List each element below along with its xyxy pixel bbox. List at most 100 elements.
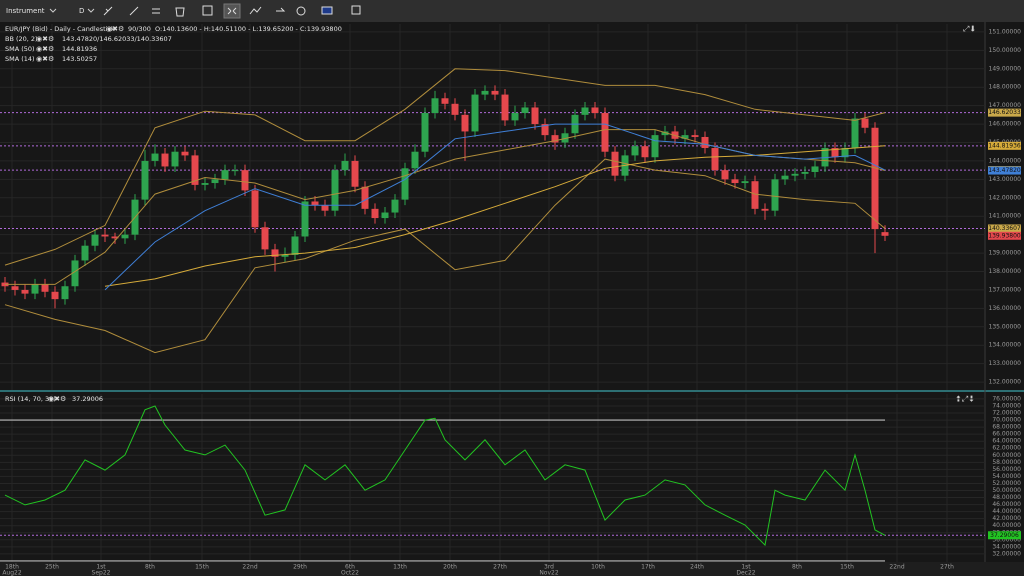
x-tick-label: 22nd	[242, 564, 257, 571]
candle-body	[501, 94, 509, 121]
candle-body	[171, 151, 179, 167]
y-tick-label: 151.00000	[989, 28, 1022, 35]
candle-body	[21, 289, 29, 294]
y-tick-label: 134.00000	[989, 342, 1022, 349]
candle-body	[831, 148, 839, 158]
candle-body	[881, 232, 889, 236]
candle-body	[601, 113, 609, 152]
candle-body	[41, 284, 49, 292]
candle-body	[371, 208, 379, 219]
guides	[0, 112, 985, 229]
x-tick-sublabel: Dec22	[736, 570, 755, 576]
candle-body	[761, 208, 769, 211]
x-tick-label: 27th	[940, 564, 954, 571]
y-tick-label: 135.00000	[989, 323, 1022, 330]
y-tick-label: 76.00000	[992, 395, 1021, 402]
y-tick-label: 56.00000	[992, 466, 1021, 473]
candle-body	[11, 286, 19, 290]
y-tick-label: 40.00000	[992, 522, 1021, 529]
indicator-line	[104, 123, 886, 291]
legend-icons: ◉✖⚙	[106, 25, 124, 33]
date-axis	[0, 562, 1024, 576]
candle-body	[321, 205, 329, 211]
candle-body	[711, 148, 719, 171]
candle-body	[381, 212, 389, 219]
x-tick-label: 13th	[393, 564, 407, 571]
candle-body	[871, 127, 879, 230]
price-tag	[988, 108, 1021, 117]
indicator-line	[4, 68, 886, 266]
candle-body	[121, 234, 129, 239]
x-tick-label: 1st	[741, 564, 751, 571]
bar-count: 90/300	[128, 25, 151, 33]
candle-body	[681, 135, 689, 139]
candle-body	[271, 249, 279, 257]
y-tick-label: 68.00000	[992, 424, 1021, 431]
x-tick-label: 3rd	[544, 564, 554, 571]
price-tag-label: 139.93800	[988, 232, 1021, 239]
x-tick-label: 15th	[195, 564, 209, 571]
candle-body	[861, 118, 869, 128]
candle-body	[481, 90, 489, 95]
candle-body	[211, 179, 219, 184]
y-tick-label: 46.00000	[992, 501, 1021, 508]
y-tick-label: 141.00000	[989, 213, 1022, 220]
legend-name: SMA (50)	[5, 45, 35, 53]
candle-body	[331, 170, 339, 211]
y-tick-label: 48.00000	[992, 494, 1021, 501]
instrument-button[interactable]: Instrument	[6, 7, 45, 15]
candle-body	[311, 201, 319, 206]
indicator-line	[104, 145, 886, 287]
candle-body	[451, 103, 459, 115]
y-tick-label: 72.00000	[992, 410, 1021, 417]
y-tick-label: 146.00000	[989, 121, 1022, 128]
y-tick-label: 74.00000	[992, 402, 1021, 409]
candle-body	[651, 135, 659, 158]
y-tick-label: 136.00000	[989, 305, 1022, 312]
candle-body	[341, 160, 349, 171]
candle-body	[401, 168, 409, 200]
candle-body	[231, 170, 239, 172]
candle-body	[641, 146, 649, 158]
candle-body	[851, 118, 859, 149]
candle-body	[701, 136, 709, 149]
candle-body	[301, 201, 309, 237]
ohlc-readout: O:140.13600 - H:140.51100 - L:139.65200 …	[155, 25, 342, 33]
price-tag-label: 144.81936	[988, 142, 1021, 149]
candle-body	[181, 151, 189, 156]
price-tag-label: 37.29006	[990, 532, 1019, 539]
candle-body	[221, 170, 229, 180]
candle-body	[771, 179, 779, 211]
x-tick-label: 1st	[96, 564, 106, 571]
y-tick-label: 52.00000	[992, 480, 1021, 487]
panel-controls[interactable]: ⤢⬇	[962, 25, 976, 34]
period-button[interactable]: D	[79, 7, 84, 15]
x-tick-label: 24th	[690, 564, 704, 571]
candle-body	[801, 171, 809, 174]
candle-body	[741, 181, 749, 184]
y-tick-label: 62.00000	[992, 445, 1021, 452]
candle-body	[421, 113, 429, 152]
x-tick-label: 6th	[345, 564, 355, 571]
candle-body	[751, 181, 759, 209]
candle-body	[431, 98, 439, 114]
y-tick-label: 132.00000	[989, 379, 1022, 386]
legend-value: 144.81936	[62, 45, 97, 53]
x-tick-label: 20th	[443, 564, 457, 571]
y-tick-label: 147.00000	[989, 102, 1022, 109]
price-tag-label: 143.47820	[988, 167, 1021, 174]
candle-body	[391, 199, 399, 213]
candle-body	[461, 114, 469, 132]
toolbar-icons[interactable]	[103, 3, 361, 19]
candle-body	[631, 146, 639, 156]
y-tick-label: 149.00000	[989, 65, 1022, 72]
candle-body	[691, 135, 699, 137]
rsi-panel	[0, 392, 985, 562]
x-tick-sublabel: Nov22	[539, 570, 559, 576]
legend-name: BB (20, 2)	[5, 35, 38, 43]
price-tag	[988, 166, 1021, 175]
y-tick-label: 66.00000	[992, 431, 1021, 438]
candle-body	[51, 291, 59, 300]
y-tick-label: 148.00000	[989, 84, 1022, 91]
